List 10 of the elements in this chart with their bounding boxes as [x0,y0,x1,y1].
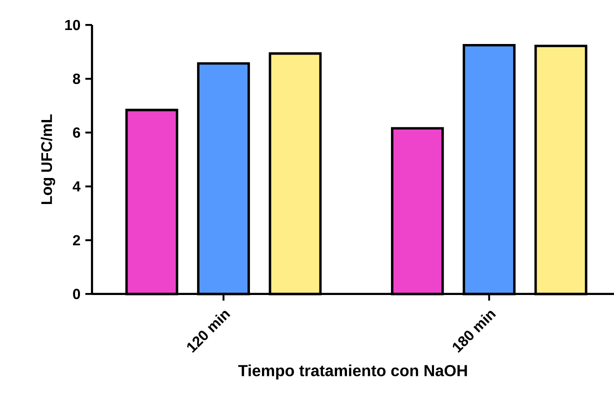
x-tick-label: 180 min [452,310,496,353]
y-tick-label: 0 [73,288,80,300]
x-axis-title: Tiempo tratamiento con NaOH [238,364,467,380]
y-tick-label: 2 [72,235,80,246]
x-tick-label: 120 min [187,310,230,353]
y-axis-title: Log UFC/mL [40,114,56,204]
y-tick-label: 8 [72,74,80,84]
y-tick-label: 4 [72,181,81,192]
y-tick-label: 6 [73,127,80,138]
y-tick-label: 10 [65,20,80,30]
